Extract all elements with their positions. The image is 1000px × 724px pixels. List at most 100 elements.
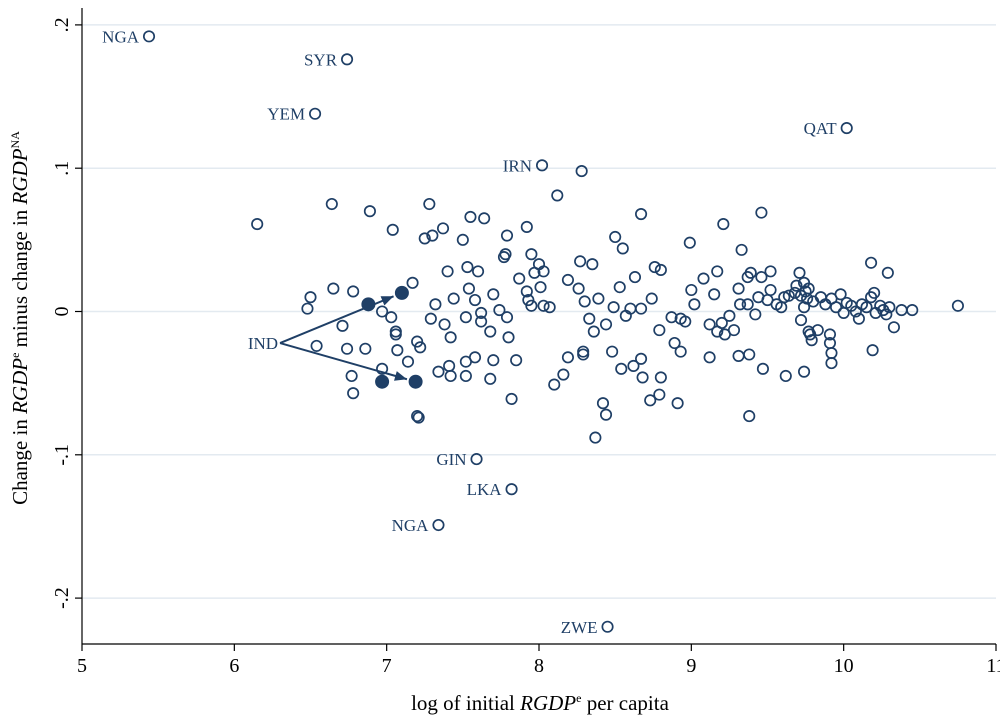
data-point (341, 342, 354, 355)
data-point (708, 288, 721, 301)
data-point (441, 265, 454, 278)
data-point (487, 288, 500, 301)
data-point (592, 292, 605, 305)
data-point (475, 306, 488, 319)
data-point (572, 282, 585, 295)
data-point (644, 394, 657, 407)
data-point (635, 208, 648, 221)
data-point (654, 371, 667, 384)
data-point (327, 282, 340, 295)
data-point (654, 263, 667, 276)
highlight-point (375, 374, 390, 389)
data-point (447, 292, 460, 305)
data-point (793, 266, 806, 279)
data-point (715, 316, 728, 330)
data-point (537, 299, 550, 312)
labeled-point (470, 453, 483, 466)
point-label: IRN (503, 156, 532, 175)
data-point (537, 265, 550, 278)
data-point (423, 197, 436, 211)
highlight-label: IND (248, 334, 278, 353)
data-point (575, 165, 588, 178)
data-point (860, 301, 873, 314)
data-point (484, 372, 497, 385)
highlight-arrows (279, 295, 408, 381)
data-point (472, 265, 485, 278)
data-point (811, 324, 824, 337)
data-point (674, 345, 687, 358)
labeled-point (505, 483, 518, 496)
data-point (459, 311, 472, 324)
data-point (468, 293, 482, 307)
data-point (782, 289, 795, 302)
point-label: QAT (804, 119, 838, 138)
labeled-point (341, 53, 354, 66)
data-point (865, 256, 878, 269)
data-point (478, 212, 491, 225)
data-point (429, 298, 442, 311)
data-point (376, 362, 389, 375)
data-point (711, 265, 724, 278)
data-point (459, 369, 472, 383)
highlight-point (408, 374, 423, 389)
data-point (732, 282, 745, 295)
data-point (679, 315, 692, 328)
labeled-point (601, 620, 614, 633)
x-tick-label: 10 (834, 655, 854, 677)
data-point (734, 298, 747, 311)
data-point (347, 285, 360, 298)
data-point (635, 352, 648, 365)
data-point (414, 341, 427, 354)
data-point (389, 328, 402, 341)
highlight-point (361, 297, 376, 312)
data-point (513, 272, 526, 285)
data-point (411, 335, 424, 348)
data-point (794, 314, 808, 327)
y-tick-label: .2 (51, 17, 73, 32)
data-point (406, 276, 419, 289)
data-point (596, 397, 610, 410)
x-tick-label: 8 (534, 655, 544, 677)
axes: -.2 -.1 0 .1 .2 5 6 7 8 9 10 11 (51, 8, 1000, 677)
data-point (653, 324, 666, 337)
data-point (432, 365, 445, 378)
data-point (528, 266, 541, 279)
data-point (636, 371, 649, 384)
data-point (683, 236, 696, 249)
y-axis-title: Change in RGDPe minus change in RGDPNA (8, 131, 32, 505)
x-axis-title: log of initial RGDPe per capita (411, 691, 670, 715)
data-point (735, 243, 748, 256)
x-tick-label: 9 (686, 655, 696, 677)
data-point (755, 206, 768, 219)
data-point (444, 331, 457, 344)
labeled-point (142, 30, 156, 43)
highlight-arrowhead (394, 371, 407, 381)
data-point (685, 283, 698, 297)
data-point (336, 319, 349, 332)
data-point (459, 355, 472, 368)
data-point (359, 342, 372, 355)
data-point (764, 283, 777, 297)
data-point (325, 197, 338, 211)
point-label: ZWE (561, 618, 598, 637)
data-point (522, 293, 535, 307)
data-point (616, 242, 629, 255)
data-point (635, 302, 648, 315)
labeled-point (535, 159, 549, 172)
data-point (645, 292, 658, 305)
data-point (543, 301, 556, 314)
data-point (363, 205, 376, 218)
data-point (436, 222, 450, 235)
data-point (749, 308, 762, 321)
data-point (951, 299, 964, 312)
data-point (741, 298, 754, 311)
data-point (668, 336, 681, 350)
data-point (703, 318, 716, 331)
data-point (823, 328, 837, 341)
data-point (347, 387, 360, 400)
data-point (743, 410, 756, 423)
data-point (868, 286, 881, 299)
